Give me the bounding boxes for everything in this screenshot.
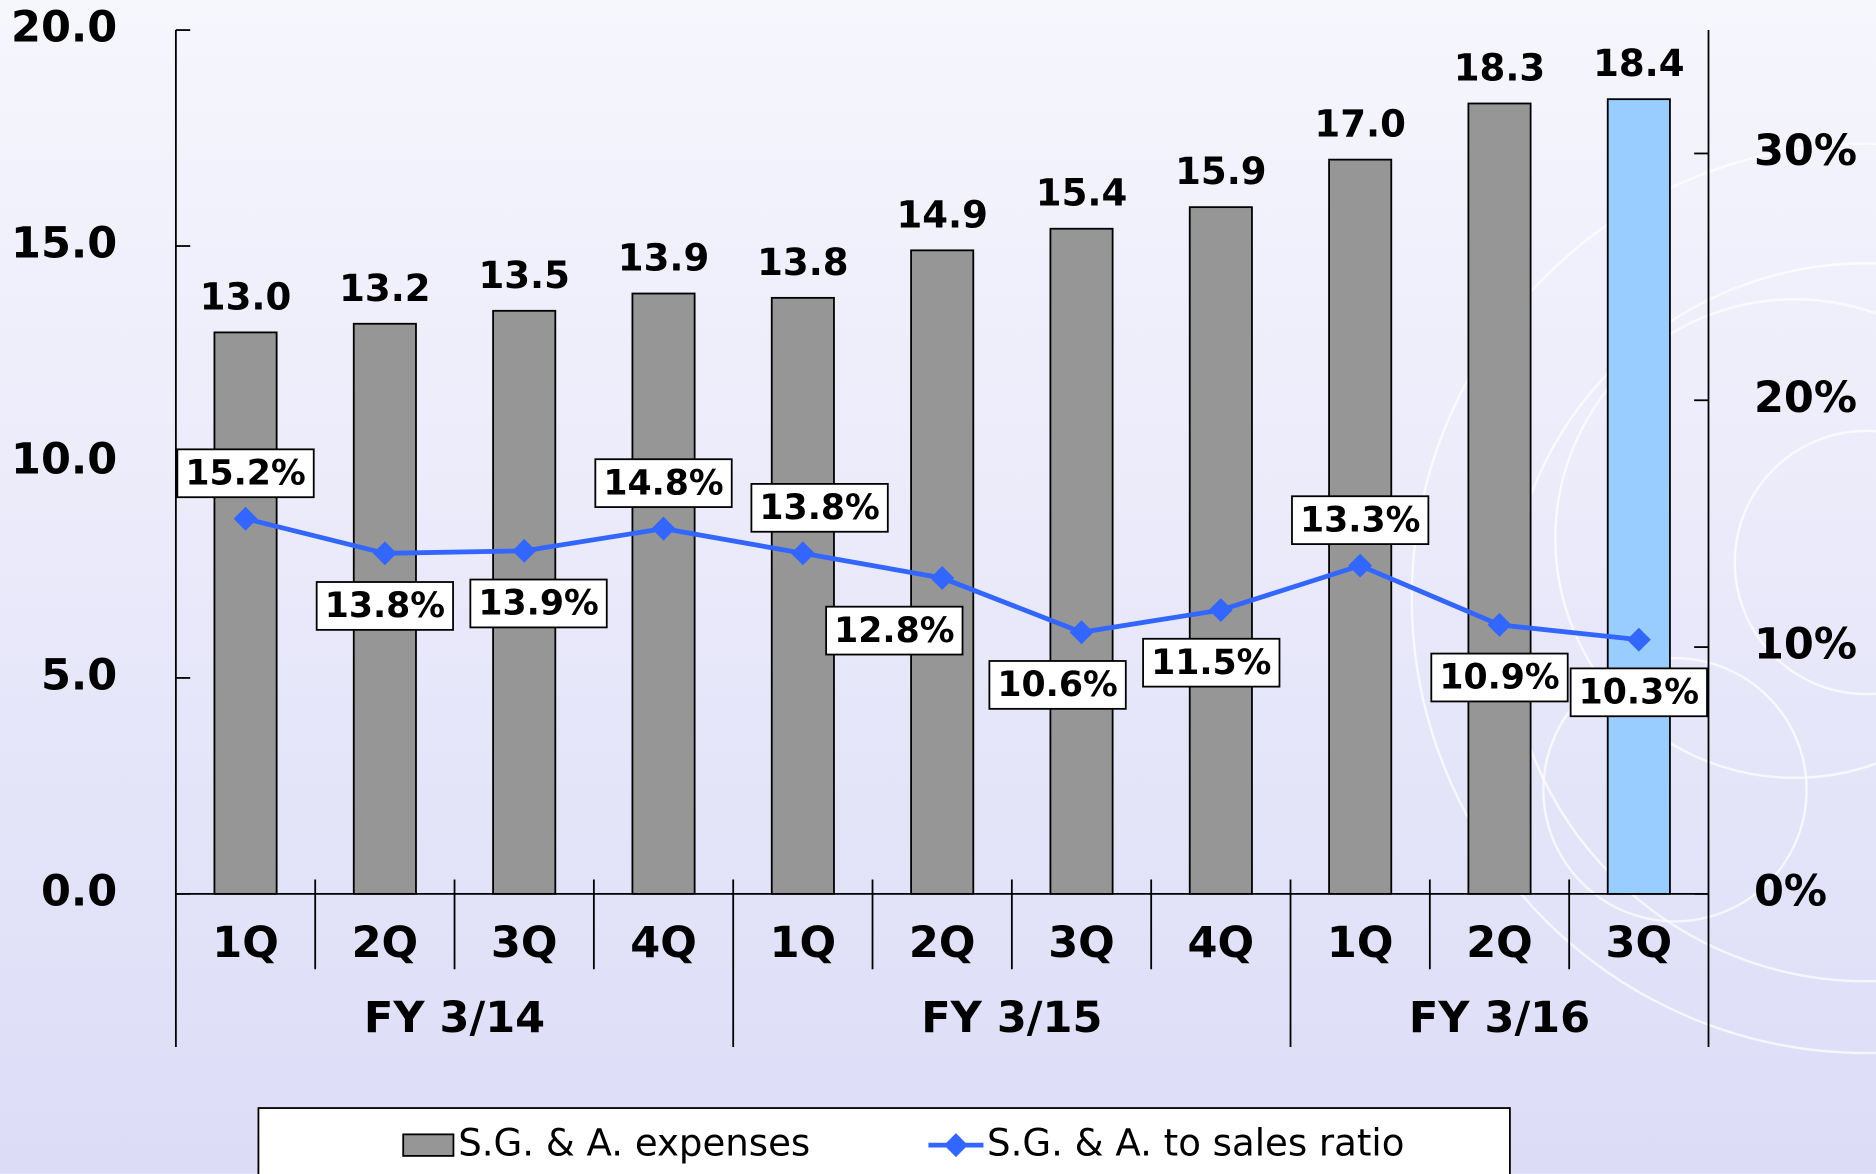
ratio-marker (1069, 620, 1094, 645)
x-tick-label: 2Q (352, 918, 419, 968)
legend-swatch (943, 1133, 968, 1158)
ratio-value-label: 10.6% (997, 665, 1117, 705)
data-label-box (750, 483, 889, 533)
x-tick-label: 4Q (630, 918, 697, 968)
data-label-box (1291, 495, 1430, 545)
bar-value-label: 15.9 (1175, 150, 1266, 193)
y2-tick-label: 0% (1754, 866, 1827, 916)
ratio-marker (930, 566, 955, 590)
ratio-value-label: 15.2% (185, 453, 305, 493)
bar-value-label: 13.5 (478, 254, 569, 297)
x-tick-label: 1Q (770, 918, 837, 968)
data-label-box (1430, 652, 1569, 703)
y-tick-label: 0.0 (41, 866, 117, 916)
ratio-value-label: 12.8% (834, 611, 954, 651)
bar-value-label: 17.0 (1314, 103, 1405, 146)
group-label: FY 3/14 (364, 993, 545, 1043)
x-tick-label: 1Q (1327, 918, 1394, 968)
x-tick-label: 3Q (1606, 918, 1673, 968)
y-tick-label: 5.0 (41, 650, 117, 700)
ratio-marker (512, 538, 537, 563)
y2-tick-label: 10% (1754, 620, 1857, 670)
bar (1606, 98, 1671, 895)
ratio-marker (790, 541, 815, 566)
group-label: FY 3/15 (921, 993, 1102, 1043)
legend-label: S.G. & A. to sales ratio (987, 1122, 1404, 1165)
bar-value-label: 13.8 (757, 241, 848, 284)
data-label-box (176, 448, 315, 499)
ratio-value-label: 11.5% (1151, 643, 1271, 683)
y2-tick-label: 20% (1754, 373, 1857, 423)
bar-value-label: 14.9 (896, 193, 987, 236)
data-label-box (1142, 637, 1281, 688)
bar-value-label: 13.9 (618, 237, 709, 280)
ratio-value-label: 14.8% (603, 463, 723, 503)
y-tick-label: 15.0 (11, 219, 117, 269)
ratio-value-label: 13.8% (325, 586, 445, 626)
bar-value-label: 18.4 (1593, 42, 1684, 85)
ratio-value-label: 13.8% (759, 488, 879, 528)
x-tick-label: 2Q (909, 918, 976, 968)
x-tick-label: 1Q (212, 918, 279, 968)
bar (1049, 227, 1114, 895)
x-tick-label: 4Q (1188, 918, 1255, 968)
ratio-value-label: 13.9% (478, 584, 598, 624)
ratio-marker (1348, 553, 1373, 578)
legend (257, 1107, 1511, 1174)
bar (1188, 206, 1253, 895)
bar (1467, 102, 1532, 895)
legend-label: S.G. & A. expenses (458, 1122, 810, 1165)
ratio-marker (233, 506, 258, 531)
legend-swatch (402, 1133, 455, 1157)
data-label-box (315, 581, 454, 631)
bar-value-label: 13.2 (339, 267, 430, 310)
data-label-box (594, 458, 733, 508)
x-tick-label: 3Q (1048, 918, 1115, 968)
data-label-box (988, 660, 1127, 710)
ratio-marker (651, 516, 676, 541)
bar-value-label: 18.3 (1454, 46, 1545, 89)
ratio-value-label: 10.9% (1439, 658, 1559, 698)
y-tick-label: 20.0 (11, 3, 117, 53)
bar (631, 292, 696, 895)
ratio-value-label: 13.3% (1300, 500, 1420, 540)
bar-value-label: 13.0 (200, 275, 291, 318)
group-label: FY 3/16 (1409, 993, 1590, 1043)
x-tick-label: 3Q (491, 918, 558, 968)
ratio-marker (1208, 598, 1233, 623)
bar (770, 296, 835, 895)
ratio-marker (372, 541, 397, 566)
data-label-box (825, 605, 964, 656)
x-tick-label: 2Q (1466, 918, 1533, 968)
bar-value-label: 15.4 (1036, 172, 1127, 215)
ratio-value-label: 10.3% (1579, 673, 1699, 713)
data-label-box (1569, 667, 1708, 718)
data-label-box (469, 578, 608, 629)
bar (213, 331, 278, 895)
y-tick-label: 10.0 (11, 434, 117, 484)
y2-tick-label: 30% (1754, 126, 1857, 176)
